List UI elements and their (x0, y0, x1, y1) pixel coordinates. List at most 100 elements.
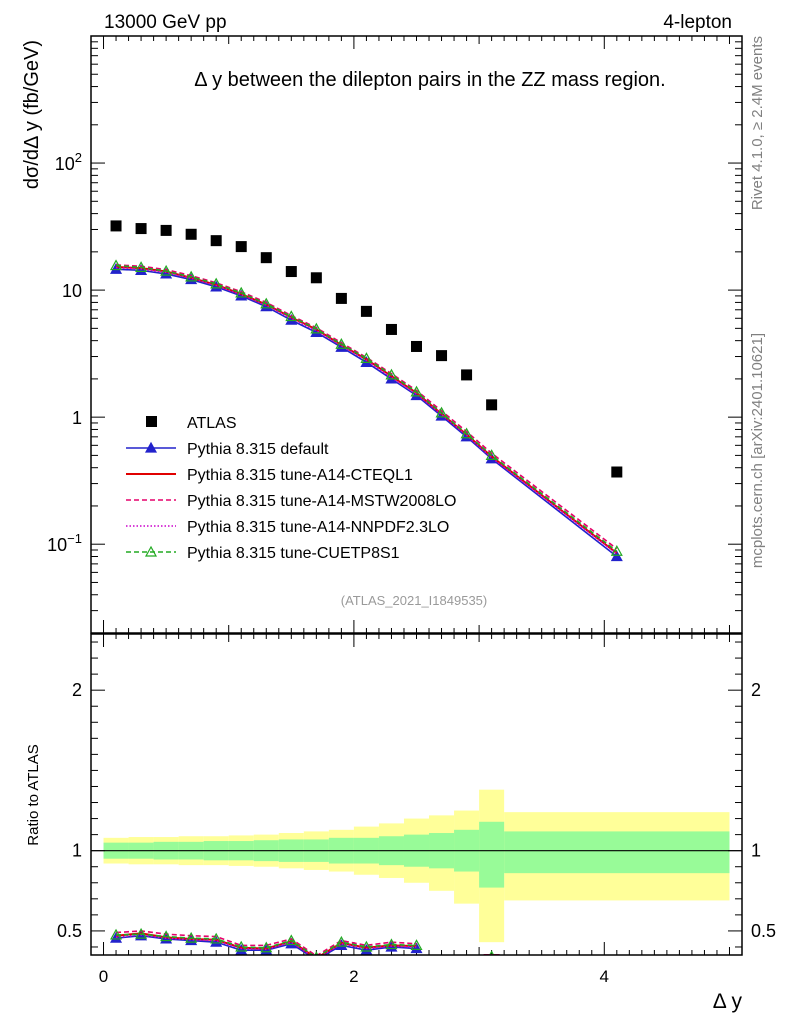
ratio-marker-4 (360, 940, 373, 952)
ratio-marker-4 (185, 931, 198, 943)
series-marker-5 (135, 261, 148, 272)
atlas-data-point (335, 292, 347, 304)
series-line-3 (115, 264, 618, 550)
y-tick-exponent: 2 (75, 150, 82, 165)
ratio-marker-4 (285, 934, 298, 946)
ratio-axis-ticks (91, 641, 742, 948)
atlas-data-point (360, 305, 372, 317)
rivet-version-label: Rivet 4.1.0, ≥ 2.4M events (749, 36, 766, 210)
mcplots-reference-label: mcplots.cern.ch [arXiv:2401.10621] (749, 333, 766, 568)
ratio-marker-0 (315, 953, 318, 955)
y-tick-label: 102 (55, 150, 82, 174)
ratio-marker-4 (260, 941, 273, 953)
atlas-data-point (411, 340, 422, 352)
ratio-marker-4 (410, 939, 423, 950)
ratio-marker-4 (210, 932, 223, 944)
ratio-line-3 (115, 934, 417, 955)
x-axis-label: Δ y (713, 990, 743, 1013)
chart-title: Δ y between the dilepton pairs in the ZZ… (194, 69, 665, 91)
series-marker-1 (110, 262, 123, 274)
legend-marker-1 (144, 441, 158, 453)
legend: ATLAS Pythia 8.315 default Pythia 8.315 tu… (126, 415, 456, 562)
y-tick-base: 10 (55, 154, 75, 174)
energy-label: 13000 GeV pp (104, 12, 227, 33)
legend-label-4: Pythia 8.315 tune-A14-NNPDF2.3LO (187, 519, 449, 536)
atlas-data-point (160, 224, 172, 236)
ratio-y-tick-label: 1 (72, 841, 82, 861)
series-line-4 (116, 266, 618, 555)
series-marker-5 (360, 352, 373, 364)
x-tick-label: 2 (349, 967, 358, 986)
atlas-data-point (385, 323, 397, 335)
legend-label-1: Pythia 8.315 default (187, 441, 329, 458)
ratio-y-tick-label-right: 1 (751, 841, 761, 861)
atlas-data-point (486, 399, 498, 411)
legend-label-3: Pythia 8.315 tune-A14-MSTW2008LO (187, 493, 456, 510)
ratio-y-tick-label: 0.5 (57, 921, 82, 941)
y-tick-base: 10 (62, 281, 82, 301)
y-tick-label: 10−1 (47, 531, 82, 555)
process-label: 4-lepton (663, 12, 732, 33)
y-tick-base: 10 (47, 535, 67, 555)
series-marker-5 (260, 297, 273, 309)
series-marker-5 (610, 545, 623, 556)
y-tick-label: 1 (72, 408, 82, 428)
series-marker-5 (385, 368, 398, 380)
ratio-plot-area (91, 789, 742, 965)
y-tick-label: 10 (62, 281, 82, 301)
series-marker-5 (460, 427, 473, 439)
series-marker-1 (610, 550, 623, 562)
ratio-y-axis-label: Ratio to ATLAS (25, 744, 42, 845)
series-marker-1 (135, 264, 148, 275)
atlas-data-point (235, 241, 247, 253)
ratio-marker-4 (235, 940, 248, 952)
main-axis-ticks (91, 36, 742, 955)
main-frame (90, 35, 743, 634)
y-tick-exponent: −1 (67, 531, 82, 546)
stat-uncertainty-band (504, 831, 730, 874)
stat-uncertainty-band (479, 821, 505, 888)
ratio-tick-labels: 0 2 4 0.5 0.5 1 1 2 2 (57, 680, 776, 986)
ratio-marker-0 (410, 942, 423, 954)
ratio-marker-0 (235, 943, 248, 955)
main-plot-area (110, 220, 623, 562)
series-line-5 (115, 264, 618, 552)
series-marker-5 (110, 259, 123, 271)
analysis-watermark: (ATLAS_2021_I1849535) (341, 593, 487, 608)
legend-label-5: Pythia 8.315 tune-CUETP8S1 (187, 545, 400, 562)
ratio-y-tick-label-right: 2 (751, 680, 761, 700)
ratio-marker-4 (110, 928, 123, 940)
atlas-data-point (110, 220, 122, 232)
ratio-marker-0 (210, 935, 223, 947)
x-tick-label: 0 (99, 967, 108, 986)
series-marker-5 (210, 277, 223, 289)
series-marker-5 (485, 449, 498, 460)
ratio-y-tick-label-right: 0.5 (751, 921, 776, 941)
legend-marker-0 (146, 416, 157, 427)
series-marker-5 (160, 264, 173, 276)
series-marker-5 (410, 385, 423, 397)
ratio-marker-4 (385, 938, 398, 950)
ratio-marker-4 (160, 930, 173, 942)
atlas-data-point (135, 223, 147, 235)
y-tick-base: 1 (72, 408, 82, 428)
series-marker-5 (310, 322, 323, 334)
atlas-data-point (436, 350, 448, 362)
legend-label-2: Pythia 8.315 tune-A14-CTEQL1 (187, 467, 413, 484)
legend-label-0: ATLAS (187, 415, 237, 432)
ratio-frame (90, 633, 743, 956)
atlas-data-point (260, 252, 272, 264)
ratio-marker-0 (110, 931, 123, 943)
atlas-data-point (210, 235, 222, 247)
ratio-marker-0 (487, 956, 497, 965)
series-marker-5 (435, 406, 448, 418)
ratio-line-4 (116, 933, 417, 955)
series-marker-5 (335, 337, 348, 349)
atlas-data-point (611, 466, 623, 478)
atlas-data-point (310, 272, 322, 284)
atlas-data-point (185, 228, 197, 240)
series-marker-5 (285, 310, 298, 322)
ratio-line-2 (115, 930, 417, 955)
